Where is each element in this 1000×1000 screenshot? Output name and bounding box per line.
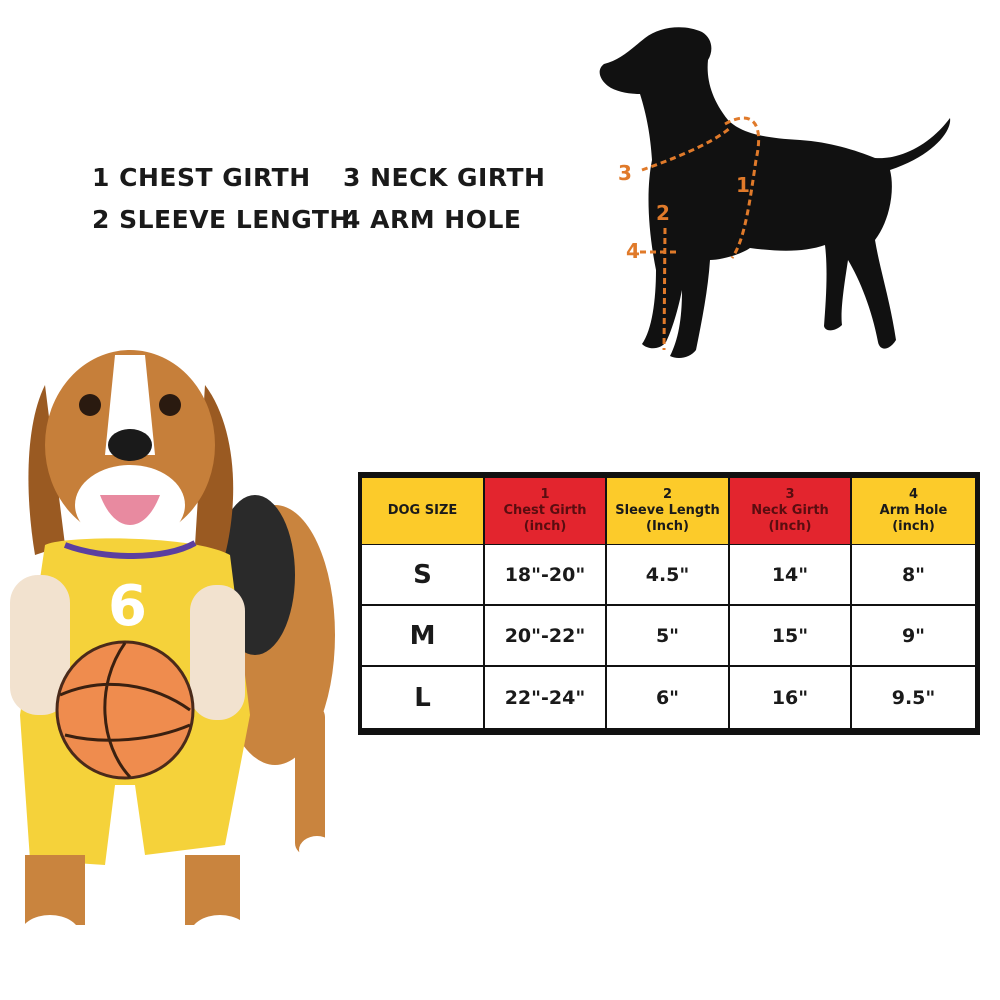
header-unit: (inch) bbox=[892, 519, 935, 534]
table-cell: 9.5" bbox=[852, 667, 975, 728]
dog-silhouette bbox=[599, 27, 951, 358]
size-label: L bbox=[362, 667, 483, 728]
dog-silhouette-diagram: 1 2 3 4 bbox=[599, 27, 951, 358]
marker-3: 3 bbox=[618, 161, 632, 185]
size-label: M bbox=[362, 606, 483, 665]
marker-4: 4 bbox=[626, 239, 640, 263]
header-label: Sleeve Length bbox=[615, 503, 720, 518]
table-cell: 9" bbox=[852, 606, 975, 665]
header-label: DOG SIZE bbox=[387, 503, 458, 518]
header-label: Arm Hole bbox=[879, 503, 948, 518]
table-cell: 5" bbox=[607, 606, 728, 665]
table-cell: 20"-22" bbox=[485, 606, 605, 665]
dog-photo: 6 bbox=[10, 350, 335, 955]
header-arm-hole: 4 Arm Hole (inch) bbox=[852, 478, 975, 544]
header-num: 3 bbox=[785, 487, 795, 502]
header-chest-girth: 1 Chest Girth (inch) bbox=[485, 478, 605, 544]
table-cell: 6" bbox=[607, 667, 728, 728]
header-num: 4 bbox=[908, 487, 919, 502]
table-cell: 4.5" bbox=[607, 545, 728, 604]
header-dog-size: DOG SIZE bbox=[362, 478, 483, 544]
table-cell: 14" bbox=[730, 545, 850, 604]
table-cell: 8" bbox=[852, 545, 975, 604]
table-cell: 16" bbox=[730, 667, 850, 728]
header-num: 2 bbox=[662, 487, 673, 502]
header-unit: (Inch) bbox=[646, 519, 689, 534]
header-unit: (inch) bbox=[523, 519, 567, 534]
marker-1: 1 bbox=[736, 173, 750, 197]
table-cell: 15" bbox=[730, 606, 850, 665]
legend-arm-hole: 4 ARM HOLE bbox=[343, 205, 522, 234]
legend-chest-girth: 1 CHEST GIRTH bbox=[92, 163, 311, 192]
table-cell: 22"-24" bbox=[485, 667, 605, 728]
size-table: DOG SIZE 1 Chest Girth (inch) 2 Sleeve Length… bbox=[358, 472, 980, 735]
jersey-number: 6 bbox=[108, 574, 147, 639]
header-sleeve-length: 2 Sleeve Length (Inch) bbox=[607, 478, 728, 544]
table-cell: 18"-20" bbox=[485, 545, 605, 604]
legend-neck-girth: 3 NECK GIRTH bbox=[343, 163, 546, 192]
header-num: 1 bbox=[540, 487, 550, 502]
header-unit: (Inch) bbox=[768, 519, 812, 534]
header-label: Neck Girth bbox=[751, 503, 829, 518]
header-neck-girth: 3 Neck Girth (Inch) bbox=[730, 478, 850, 544]
marker-2: 2 bbox=[656, 201, 670, 225]
header-label: Chest Girth bbox=[503, 503, 587, 518]
legend-sleeve-length: 2 SLEEVE LENGTH bbox=[92, 205, 351, 234]
size-label: S bbox=[362, 545, 483, 604]
